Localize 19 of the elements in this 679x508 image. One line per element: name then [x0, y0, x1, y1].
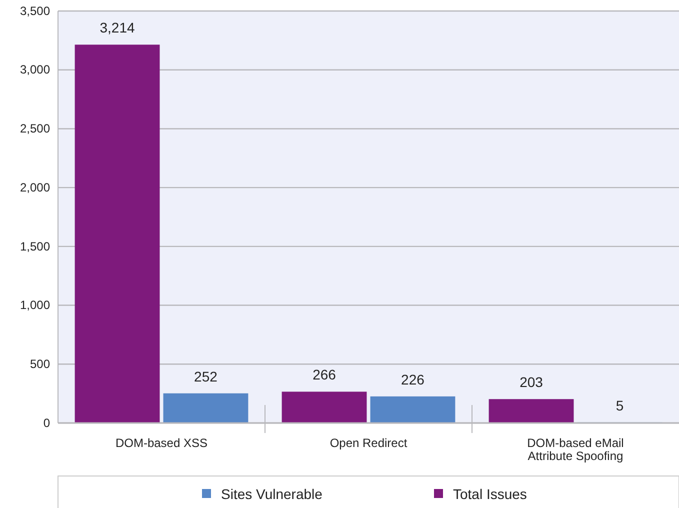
- data-label: 266: [312, 366, 336, 383]
- data-label: 252: [194, 368, 218, 384]
- data-label: 226: [401, 371, 425, 388]
- legend-label: Total Issues: [453, 486, 527, 502]
- legend-label: Sites Vulnerable: [221, 486, 323, 502]
- x-tick-label: DOM-based eMail Attribute Spoofing: [527, 436, 624, 463]
- y-tick-label: 3,000: [20, 62, 50, 77]
- y-tick-label: 1,500: [20, 239, 50, 254]
- y-tick-label: 2,000: [20, 180, 50, 194]
- y-tick-label: 0: [43, 416, 50, 430]
- y-tick-label: 1,000: [20, 298, 50, 312]
- x-tick-label: DOM-based XSS: [115, 436, 208, 450]
- data-label: 3,214: [100, 20, 135, 36]
- x-tick-label: Open Redirect: [330, 436, 408, 450]
- data-label: 5: [616, 397, 624, 414]
- y-tick-label: 3,500: [20, 4, 50, 18]
- y-tick-label: 2,500: [20, 122, 50, 136]
- y-tick-label: 500: [30, 356, 50, 371]
- data-label: 203: [520, 374, 544, 390]
